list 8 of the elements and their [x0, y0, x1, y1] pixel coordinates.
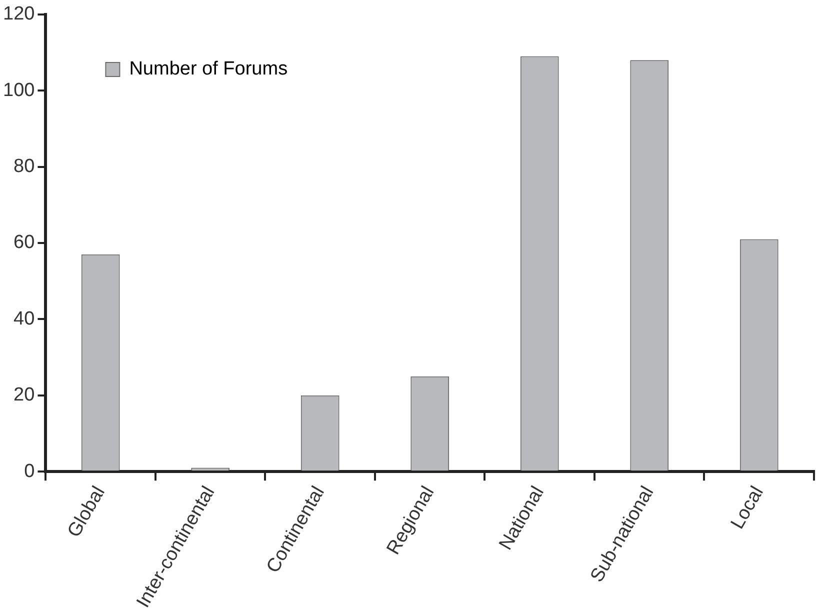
y-tick-label: 20 — [14, 384, 35, 406]
y-tick-label: 120 — [3, 4, 35, 25]
y-tick-label: 60 — [14, 232, 35, 254]
y-tick-label: 0 — [24, 460, 35, 482]
y-tick-label: 100 — [3, 80, 35, 101]
legend-label: Number of Forums — [129, 58, 288, 80]
y-tick-label: 40 — [14, 308, 35, 330]
y-tick-label: 80 — [14, 156, 35, 178]
